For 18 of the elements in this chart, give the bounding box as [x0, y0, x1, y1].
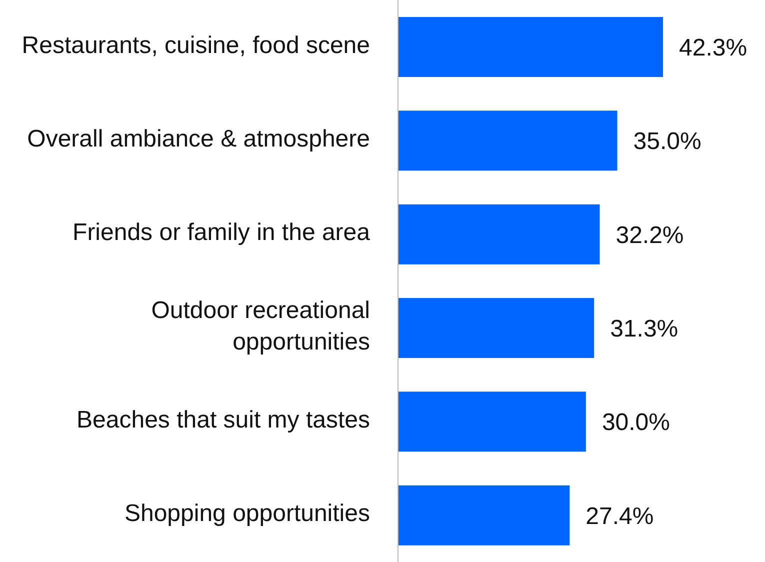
bar: [398, 17, 663, 77]
y-tick-label: Outdoor recreational opportunities: [151, 298, 370, 356]
data-label: 31.3%: [610, 316, 678, 343]
bar: [398, 298, 594, 358]
bar: [398, 204, 600, 264]
data-label: 30.0%: [602, 409, 670, 436]
data-label: 42.3%: [679, 34, 748, 62]
bar: [398, 485, 570, 546]
y-tick-label: Shopping opportunities: [124, 500, 370, 528]
y-tick-label: Friends or family in the area: [72, 220, 371, 247]
bar: [398, 110, 618, 171]
bar: [398, 392, 586, 452]
y-tick-label: Restaurants, cuisine, food scene: [22, 32, 370, 60]
data-label: 35.0%: [633, 128, 702, 156]
data-label: 32.2%: [616, 222, 684, 249]
data-label: 27.4%: [586, 502, 654, 530]
y-tick-label: Beaches that suit my tastes: [76, 406, 370, 434]
y-tick-label: Overall ambiance & atmosphere: [27, 126, 370, 153]
